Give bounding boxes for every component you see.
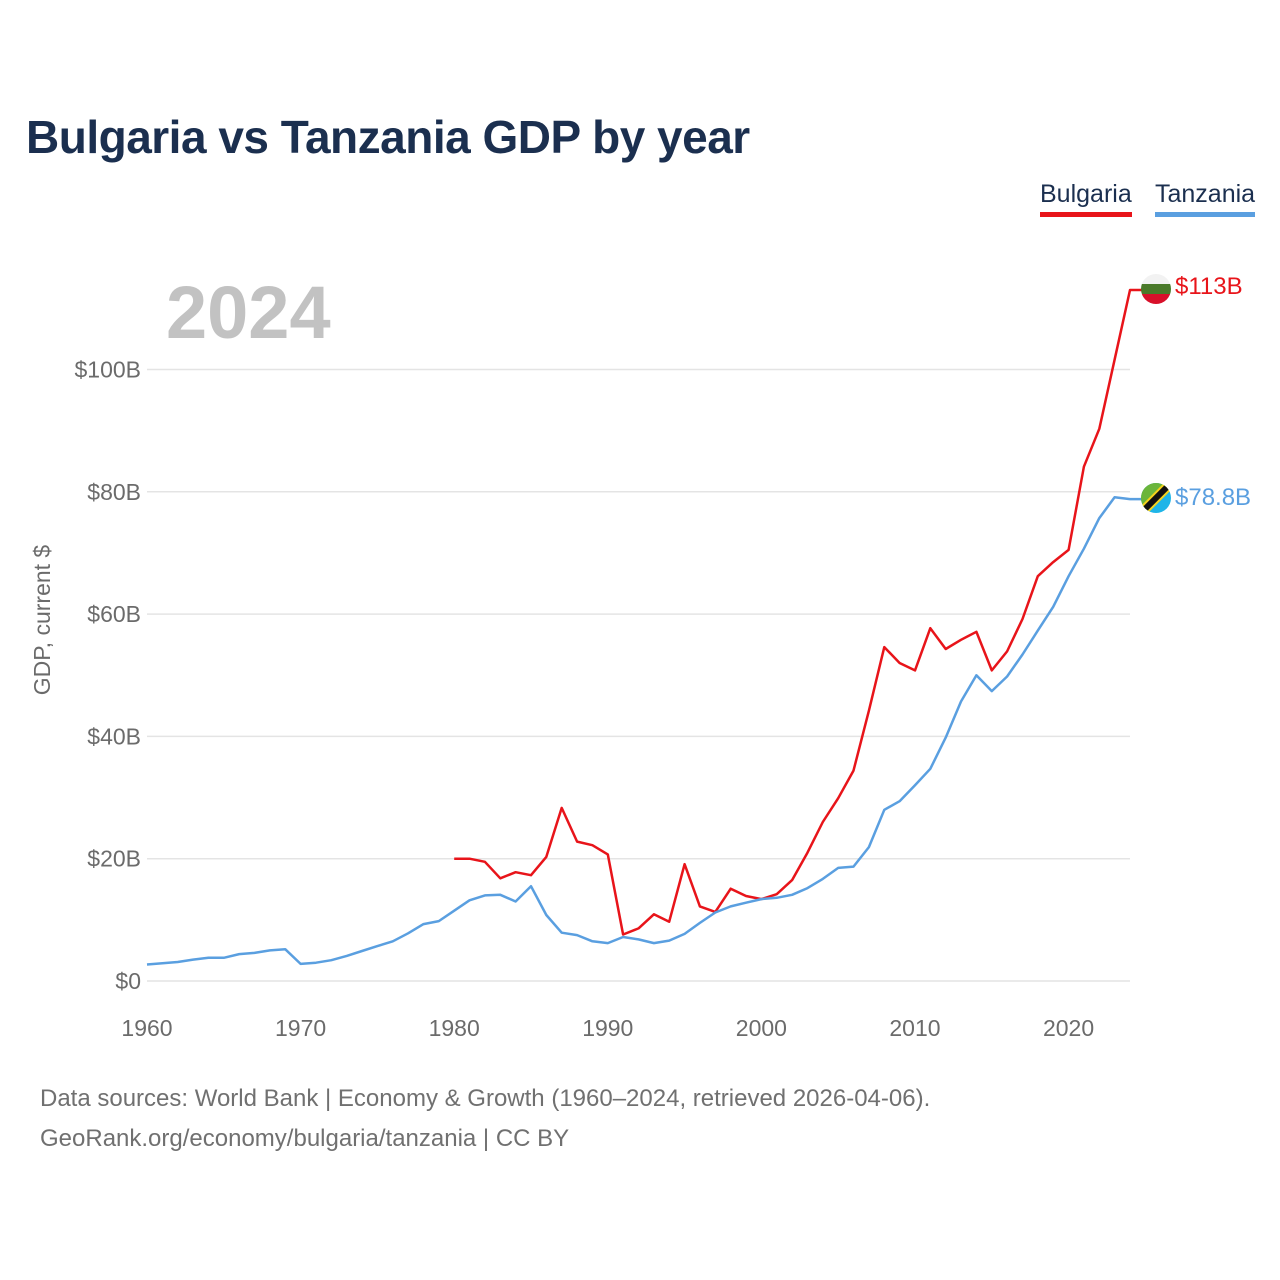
series-lines — [146, 288, 1142, 966]
footer-sources: Data sources: World Bank | Economy & Gro… — [40, 1085, 931, 1112]
bulgaria-flag-icon — [1141, 274, 1171, 304]
x-tick-label: 1970 — [275, 1015, 326, 1041]
y-tick-label: $40B — [87, 723, 141, 749]
legend-item-tanzania[interactable]: Tanzania — [1155, 180, 1256, 217]
end-label-tanzania: $78.8B — [1175, 484, 1251, 511]
gridlines — [147, 368, 1130, 982]
x-tick-label: 1960 — [121, 1015, 172, 1041]
y-tick-label: $0 — [115, 968, 141, 994]
series-line-tanzania — [146, 496, 1142, 966]
chart-title: Bulgaria vs Tanzania GDP by year — [26, 111, 750, 163]
legend-label-tanzania: Tanzania — [1155, 180, 1256, 208]
end-label-bulgaria: $113B — [1175, 273, 1243, 300]
x-tick-label: 2000 — [736, 1015, 787, 1041]
y-tick-label: $20B — [87, 846, 141, 872]
x-axis-ticks: 1960 1970 1980 1990 2000 2010 2020 — [121, 1015, 1094, 1041]
y-tick-label: $100B — [74, 357, 141, 383]
year-watermark: 2024 — [166, 271, 331, 354]
x-tick-label: 2020 — [1043, 1015, 1094, 1041]
y-axis-ticks: $0 $20B $40B $60B $80B $100B — [74, 357, 141, 995]
x-tick-label: 1980 — [429, 1015, 480, 1041]
legend-item-bulgaria[interactable]: Bulgaria — [1040, 180, 1132, 217]
y-tick-label: $80B — [87, 479, 141, 505]
legend-swatch-bulgaria — [1040, 212, 1132, 217]
y-axis-label: GDP, current $ — [29, 545, 55, 696]
x-tick-label: 2010 — [889, 1015, 940, 1041]
x-tick-label: 1990 — [582, 1015, 633, 1041]
tanzania-flag-icon — [1141, 483, 1171, 513]
y-tick-label: $60B — [87, 601, 141, 627]
legend-swatch-tanzania — [1155, 212, 1256, 217]
legend-label-bulgaria: Bulgaria — [1040, 180, 1132, 208]
footer-credit[interactable]: GeoRank.org/economy/bulgaria/tanzania | … — [40, 1125, 570, 1152]
series-line-bulgaria — [454, 288, 1142, 936]
